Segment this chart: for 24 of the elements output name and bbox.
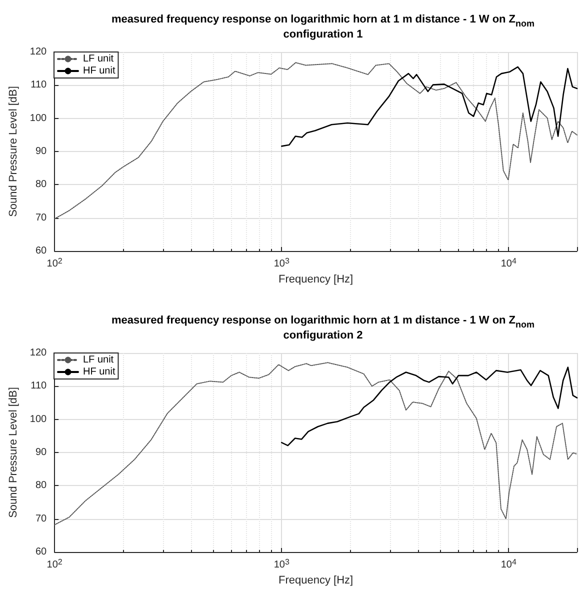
y-tick-label: 80 [35, 179, 48, 190]
y-tick-label: 70 [35, 212, 48, 224]
y-tick-label: 120 [30, 46, 48, 58]
legend-label: LF unit [83, 354, 114, 366]
y-tick-label: 100 [30, 112, 48, 124]
chart-subtitle: configuration 2 [283, 330, 363, 342]
x-axis-title: Frequency [Hz] [278, 574, 354, 586]
y-tick-label: 110 [30, 80, 48, 91]
y-tick-label: 90 [35, 146, 48, 157]
chart-subtitle: configuration 1 [283, 28, 363, 40]
y-tick-label: 60 [35, 546, 48, 558]
x-axis-title: Frequency [Hz] [278, 273, 354, 286]
y-axis-title: Sound Pressure Level [dB] [8, 86, 20, 217]
y-axis-title: Sound Pressure Level [dB] [8, 387, 20, 518]
y-tick-label: 80 [35, 480, 48, 492]
y-tick-label: 60 [35, 246, 48, 256]
legend-label: HF unit [83, 66, 116, 76]
y-tick-label: 70 [35, 513, 48, 524]
y-tick-label: 110 [30, 380, 48, 392]
legend-label: LF unit [83, 54, 114, 64]
legend-label: HF unit [83, 366, 116, 378]
y-tick-label: 120 [30, 348, 48, 358]
y-tick-label: 90 [35, 447, 48, 458]
y-tick-label: 100 [30, 414, 48, 425]
